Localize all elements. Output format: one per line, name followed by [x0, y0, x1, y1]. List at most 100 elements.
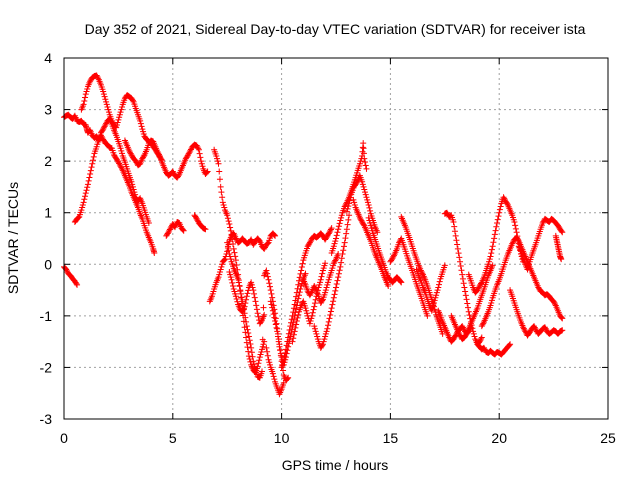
data-point	[357, 158, 364, 165]
data-point	[86, 174, 93, 181]
data-point	[99, 127, 106, 134]
data-point	[340, 247, 347, 254]
data-point	[246, 337, 253, 344]
data-point	[219, 194, 226, 201]
data-point	[531, 323, 538, 330]
data-point	[90, 157, 97, 164]
data-point	[170, 169, 177, 176]
data-point	[287, 323, 294, 330]
data-point	[488, 299, 495, 306]
data-point	[263, 344, 270, 351]
data-point	[101, 123, 108, 130]
data-point	[82, 190, 89, 197]
data-point	[356, 214, 363, 221]
data-point	[155, 150, 162, 157]
data-point	[465, 304, 472, 311]
data-point	[525, 261, 532, 268]
data-point	[334, 229, 341, 236]
data-point	[455, 250, 462, 257]
data-point	[322, 260, 329, 267]
data-point	[79, 204, 86, 211]
data-point	[215, 160, 222, 167]
data-point	[248, 344, 255, 351]
data-point	[481, 346, 488, 353]
data-point	[346, 197, 353, 204]
data-point	[496, 206, 503, 213]
data-point	[202, 226, 209, 233]
data-point	[454, 245, 461, 252]
data-point	[491, 231, 498, 238]
data-point	[343, 226, 350, 233]
data-point	[130, 186, 137, 193]
data-point	[285, 374, 292, 381]
data-point	[329, 301, 336, 308]
data-point	[303, 307, 310, 314]
data-point	[470, 330, 477, 337]
data-point	[80, 199, 87, 206]
data-point	[215, 274, 222, 281]
data-point	[100, 91, 107, 98]
data-point	[335, 226, 342, 233]
data-point	[435, 281, 442, 288]
data-point	[275, 338, 282, 345]
data-point	[218, 189, 225, 196]
data-point	[264, 348, 271, 355]
data-point	[216, 176, 223, 183]
data-point	[232, 235, 239, 242]
data-point	[253, 306, 260, 313]
data-point	[464, 300, 471, 307]
data-point	[261, 311, 268, 318]
data-point	[343, 208, 350, 215]
data-point	[119, 166, 126, 173]
data-point	[324, 325, 331, 332]
data-point	[524, 266, 531, 273]
data-point	[272, 318, 279, 325]
data-point	[327, 311, 334, 318]
data-point	[268, 301, 275, 308]
data-point	[333, 281, 340, 288]
data-point	[243, 334, 250, 341]
data-point	[251, 294, 258, 301]
data-point	[559, 229, 566, 236]
data-point	[328, 225, 335, 232]
data-point	[433, 292, 440, 299]
data-point	[282, 346, 289, 353]
data-point	[255, 313, 262, 320]
data-point	[317, 279, 324, 286]
data-point	[332, 287, 339, 294]
data-point	[224, 239, 231, 246]
data-point	[489, 243, 496, 250]
data-point	[520, 325, 527, 332]
data-point	[284, 338, 291, 345]
data-point	[312, 285, 319, 292]
data-point	[214, 158, 221, 165]
data-point	[132, 191, 139, 198]
data-point	[485, 261, 492, 268]
data-point	[253, 302, 260, 309]
data-point	[280, 367, 287, 374]
data-point	[436, 278, 443, 285]
data-point	[248, 349, 255, 356]
data-point	[179, 226, 186, 233]
data-point	[325, 279, 332, 286]
data-point	[193, 214, 200, 221]
x-tick-label: 0	[60, 430, 68, 446]
data-point	[265, 356, 272, 363]
data-point	[247, 341, 254, 348]
data-point	[249, 353, 256, 360]
data-point	[236, 283, 243, 290]
data-point	[270, 311, 277, 318]
data-point	[457, 263, 464, 270]
data-point	[184, 153, 191, 160]
data-point	[281, 353, 288, 360]
data-point	[520, 324, 527, 331]
data-point	[219, 261, 226, 268]
data-point	[164, 230, 171, 237]
data-point	[314, 336, 321, 343]
data-point	[298, 264, 305, 271]
y-tick-label: -3	[40, 411, 53, 427]
data-point	[73, 280, 80, 287]
data-point	[254, 363, 261, 370]
data-point	[83, 88, 90, 95]
data-point	[138, 123, 145, 130]
